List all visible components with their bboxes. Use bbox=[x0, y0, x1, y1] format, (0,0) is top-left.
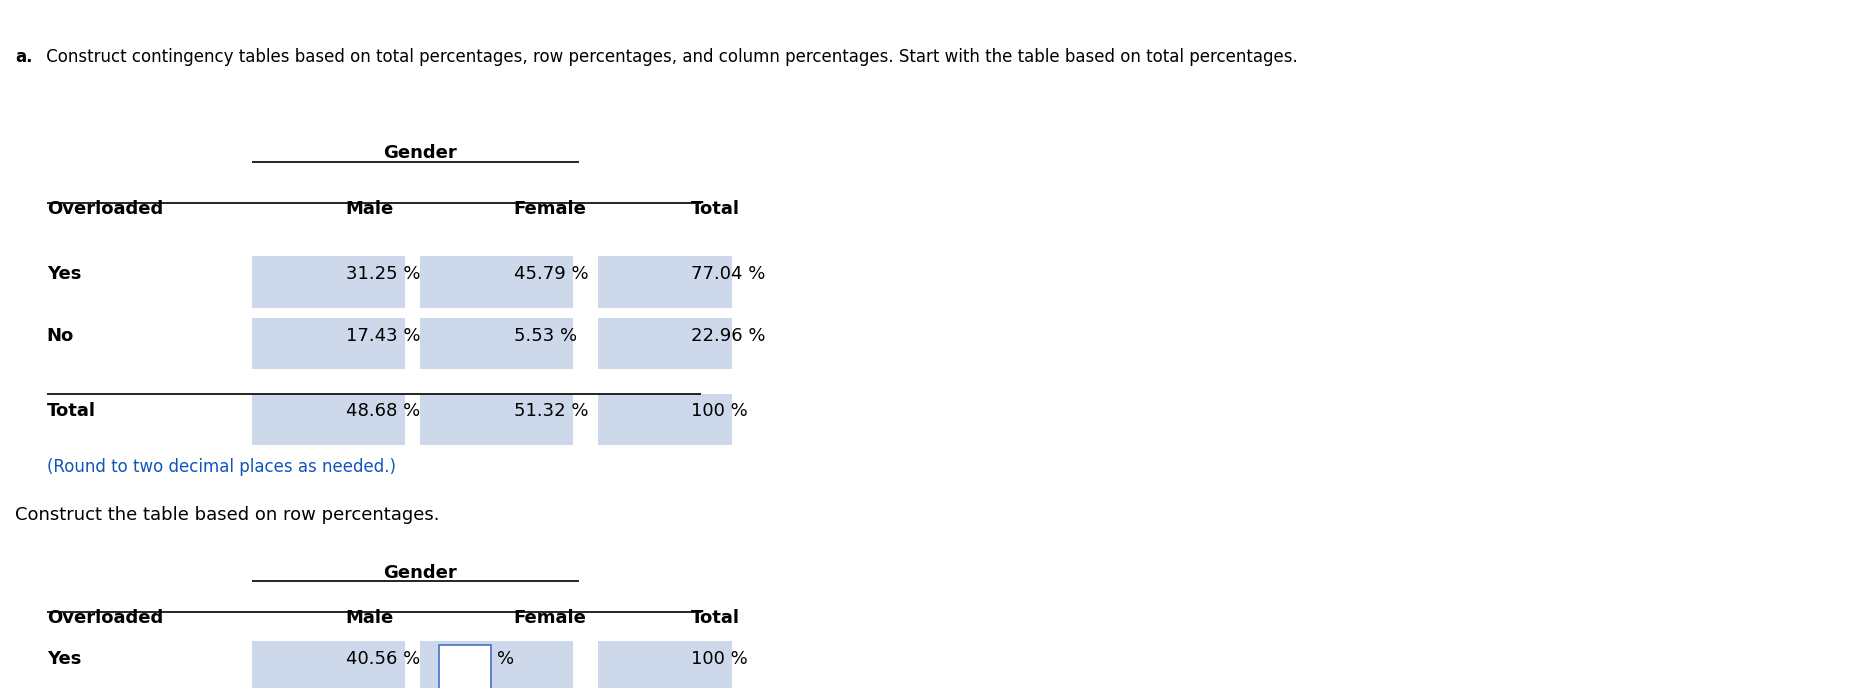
Text: Female: Female bbox=[514, 200, 587, 217]
FancyBboxPatch shape bbox=[439, 645, 491, 688]
FancyBboxPatch shape bbox=[252, 394, 405, 445]
Text: 51.32 %: 51.32 % bbox=[514, 402, 588, 420]
Text: Male: Male bbox=[346, 200, 394, 217]
Text: Construct the table based on row percentages.: Construct the table based on row percent… bbox=[15, 506, 439, 524]
Text: Gender: Gender bbox=[383, 144, 458, 162]
Text: 45.79 %: 45.79 % bbox=[514, 265, 588, 283]
Text: 100 %: 100 % bbox=[691, 650, 747, 668]
FancyBboxPatch shape bbox=[420, 256, 573, 308]
Text: 77.04 %: 77.04 % bbox=[691, 265, 766, 283]
FancyBboxPatch shape bbox=[598, 256, 732, 308]
Text: Overloaded: Overloaded bbox=[47, 609, 163, 627]
Text: Total: Total bbox=[691, 609, 740, 627]
Text: %: % bbox=[497, 650, 514, 668]
Text: Yes: Yes bbox=[47, 650, 80, 668]
FancyBboxPatch shape bbox=[598, 641, 732, 688]
Text: Yes: Yes bbox=[47, 265, 80, 283]
Text: Construct contingency tables based on total percentages, row percentages, and co: Construct contingency tables based on to… bbox=[41, 48, 1298, 66]
Text: (Round to two decimal places as needed.): (Round to two decimal places as needed.) bbox=[47, 458, 396, 475]
Text: 5.53 %: 5.53 % bbox=[514, 327, 577, 345]
Text: Gender: Gender bbox=[383, 564, 458, 582]
Text: Total: Total bbox=[691, 200, 740, 217]
Text: 22.96 %: 22.96 % bbox=[691, 327, 766, 345]
FancyBboxPatch shape bbox=[420, 318, 573, 369]
Text: No: No bbox=[47, 327, 75, 345]
FancyBboxPatch shape bbox=[252, 641, 405, 688]
FancyBboxPatch shape bbox=[420, 641, 573, 688]
Text: 48.68 %: 48.68 % bbox=[346, 402, 420, 420]
Text: Total: Total bbox=[47, 402, 95, 420]
FancyBboxPatch shape bbox=[252, 318, 405, 369]
Text: a.: a. bbox=[15, 48, 32, 66]
Text: Female: Female bbox=[514, 609, 587, 627]
Text: 40.56 %: 40.56 % bbox=[346, 650, 420, 668]
FancyBboxPatch shape bbox=[252, 256, 405, 308]
Text: 31.25 %: 31.25 % bbox=[346, 265, 420, 283]
FancyBboxPatch shape bbox=[598, 318, 732, 369]
Text: Overloaded: Overloaded bbox=[47, 200, 163, 217]
FancyBboxPatch shape bbox=[598, 394, 732, 445]
Text: 17.43 %: 17.43 % bbox=[346, 327, 420, 345]
FancyBboxPatch shape bbox=[420, 394, 573, 445]
Text: Male: Male bbox=[346, 609, 394, 627]
Text: 100 %: 100 % bbox=[691, 402, 747, 420]
